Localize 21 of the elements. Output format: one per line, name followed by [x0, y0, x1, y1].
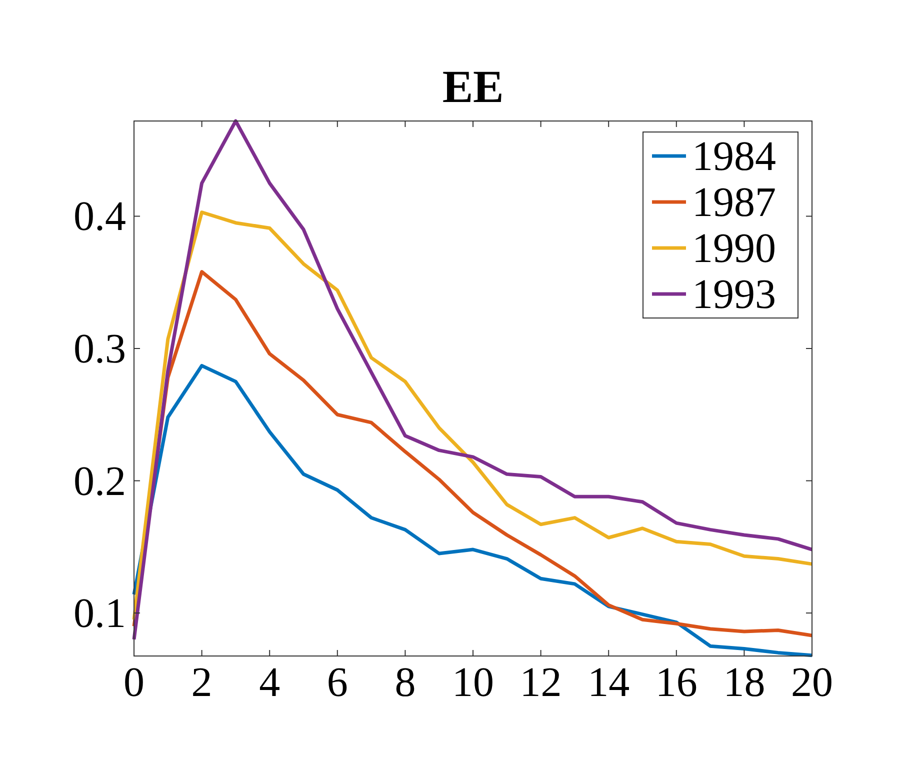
y-tick-label: 0.2 — [74, 458, 126, 505]
x-tick-label: 12 — [520, 660, 562, 706]
chart-title: EE — [442, 61, 504, 112]
line-series — [132, 119, 814, 642]
x-tick-label: 10 — [452, 660, 494, 706]
x-tick-label: 4 — [259, 660, 280, 706]
y-tick-label: 0.3 — [74, 326, 126, 372]
x-tick-label: 14 — [588, 660, 630, 706]
x-tick-label: 20 — [791, 660, 833, 706]
legend-label: 1987 — [692, 180, 776, 226]
y-tick-label: 0.1 — [74, 591, 126, 638]
legend-label: 1984 — [692, 134, 776, 180]
legend-label: 1993 — [692, 272, 776, 318]
legend-label: 1990 — [692, 226, 776, 272]
x-tick-label: 8 — [394, 660, 416, 706]
y-tick-label: 0.4 — [74, 194, 126, 240]
x-tick-label: 16 — [655, 660, 698, 706]
x-tick-label: 18 — [723, 660, 766, 706]
x-tick-label: 2 — [191, 660, 212, 706]
x-tick-label: 6 — [326, 660, 348, 706]
x-tick-label: 0 — [124, 660, 144, 706]
